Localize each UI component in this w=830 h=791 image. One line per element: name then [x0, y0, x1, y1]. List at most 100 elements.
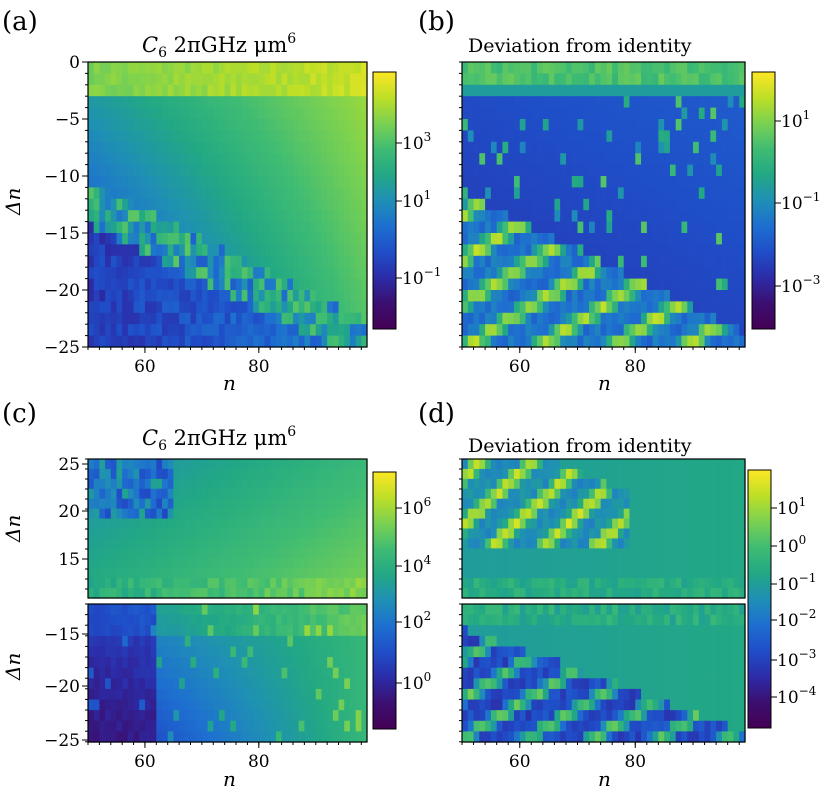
heatmap-cell	[332, 176, 340, 188]
panel-label-b: (b)	[418, 7, 455, 37]
heatmap-cell	[577, 468, 584, 480]
heatmap-cell	[687, 107, 694, 120]
heatmap-cell	[583, 635, 590, 648]
heatmap-cell	[693, 635, 700, 648]
heatmap-cell	[122, 324, 129, 337]
heatmap-cell	[479, 588, 486, 599]
heatmap-cell	[207, 107, 214, 120]
heatmap-cell	[167, 335, 174, 348]
heatmap-cell	[218, 699, 226, 711]
heatmap-cell	[681, 130, 688, 143]
heatmap-cell	[617, 198, 625, 211]
heatmap-cell	[241, 164, 249, 177]
heatmap-cell	[241, 667, 249, 679]
heatmap-cell	[617, 488, 625, 500]
heatmap-cell	[287, 699, 294, 711]
heatmap-cell	[554, 678, 561, 690]
heatmap-cell	[184, 478, 192, 490]
heatmap-cell	[247, 518, 254, 530]
heatmap-cell	[508, 558, 515, 569]
heatmap-cell	[479, 498, 486, 510]
heatmap-cell	[664, 468, 671, 480]
heatmap-cell	[139, 62, 146, 74]
heatmap-cell	[332, 459, 340, 470]
heatmap-cell	[658, 478, 665, 490]
heatmap-cell	[617, 548, 625, 559]
heatmap-cell	[270, 731, 277, 743]
heatmap-cell	[531, 324, 538, 337]
heatmap-cell	[681, 141, 688, 154]
heatmap-cell	[531, 488, 538, 500]
heatmap-cell	[531, 255, 538, 268]
heatmap-cell	[304, 130, 311, 143]
heatmap-cell	[196, 688, 203, 701]
heatmap-cell	[490, 710, 498, 722]
heatmap-cell	[687, 312, 694, 325]
heatmap-cell	[201, 62, 209, 74]
heatmap-cell	[537, 604, 544, 616]
heatmap-cell	[577, 221, 584, 234]
heatmap-cell	[629, 558, 636, 569]
heatmap-cell	[462, 244, 469, 257]
heatmap-cell	[184, 459, 192, 470]
heatmap-cell	[315, 667, 323, 679]
heatmap-cell	[224, 176, 231, 188]
heatmap-cell	[344, 198, 351, 211]
heatmap-cell	[281, 312, 288, 325]
heatmap-cell	[105, 538, 112, 549]
heatmap-cell	[669, 267, 677, 280]
heatmap-cell	[612, 130, 619, 143]
heatmap-cell	[321, 604, 328, 616]
heatmap-cell	[156, 324, 163, 337]
heatmap-cell	[321, 720, 328, 732]
heatmap-cell	[304, 73, 311, 86]
heatmap-cell	[304, 267, 311, 280]
heatmap-cell	[554, 96, 561, 109]
heatmap-cell	[253, 459, 260, 470]
heatmap-cell	[196, 301, 203, 314]
heatmap-cell	[264, 657, 271, 669]
heatmap-cell	[361, 278, 368, 291]
heatmap-cell	[287, 130, 294, 143]
heatmap-cell	[681, 187, 688, 200]
heatmap-cell	[327, 73, 334, 86]
heatmap-cell	[179, 324, 186, 337]
heatmap-cell	[196, 548, 203, 559]
heatmap-cell	[110, 233, 118, 245]
heatmap-cell	[635, 198, 642, 211]
heatmap-cell	[698, 518, 706, 530]
heatmap-cell	[133, 62, 140, 74]
heatmap-cell	[635, 290, 642, 302]
heatmap-cell	[110, 538, 118, 549]
heatmap-cell	[519, 107, 527, 120]
heatmap-cell	[127, 210, 135, 223]
heatmap-cell	[150, 255, 157, 268]
heatmap-cell	[519, 96, 527, 109]
heatmap-cell	[281, 119, 288, 131]
heatmap-cell	[184, 176, 192, 188]
heatmap-cell	[184, 84, 192, 97]
heatmap-cell	[241, 731, 249, 743]
heatmap-cell	[733, 290, 740, 302]
heatmap-cell	[513, 233, 521, 245]
heatmap-cell	[230, 699, 237, 711]
heatmap-cell	[144, 688, 152, 701]
heatmap-cell	[479, 488, 486, 500]
heatmap-cell	[338, 508, 345, 520]
heatmap-cell	[122, 548, 129, 559]
heatmap-cell	[467, 130, 475, 143]
heatmap-cell	[646, 588, 654, 599]
heatmap-cell	[201, 335, 209, 348]
heatmap-cell	[687, 667, 694, 679]
heatmap-cell	[664, 459, 671, 470]
heatmap-cell	[600, 187, 607, 200]
heatmap-cell	[275, 278, 283, 291]
heatmap-cell	[704, 198, 711, 211]
heatmap-cell	[338, 588, 345, 599]
heatmap-cell	[224, 233, 231, 245]
heatmap-cell	[156, 278, 163, 291]
heatmap-cell	[531, 548, 538, 559]
heatmap-cell	[617, 635, 625, 648]
heatmap-cell	[496, 278, 504, 291]
heatmap-cell	[162, 548, 169, 559]
